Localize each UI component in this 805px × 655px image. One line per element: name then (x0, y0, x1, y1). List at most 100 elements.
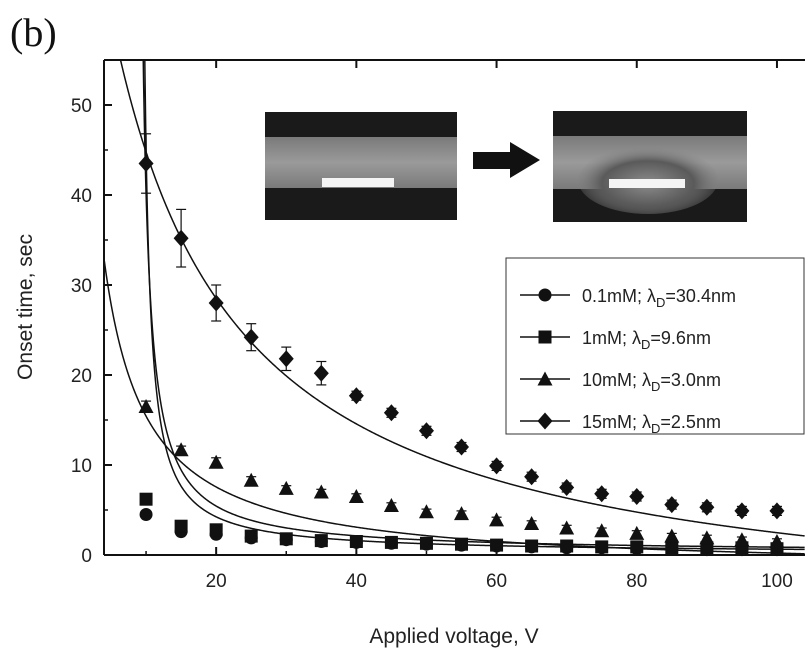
inset-images (265, 111, 747, 222)
x-tick-label: 60 (486, 571, 507, 592)
data-point (383, 404, 399, 422)
axis-ticks: 20 40 60 80 100 0 10 20 30 40 50 (71, 60, 793, 592)
legend-box (505, 257, 805, 435)
data-point (349, 535, 363, 548)
x-tick-label: 100 (761, 571, 793, 592)
legend-label-tail: =9.6nm (650, 328, 711, 348)
data-point (630, 540, 644, 554)
data-point (278, 480, 294, 495)
data-point (384, 535, 398, 549)
data-point (629, 525, 645, 540)
data-point (208, 294, 224, 312)
data-point (664, 496, 680, 514)
data-point (138, 155, 154, 172)
legend-label-tail: =30.4nm (665, 286, 736, 306)
fit-curve (144, 60, 805, 551)
axes (103, 59, 805, 556)
legend-label-tail: =3.0nm (660, 370, 721, 390)
data-point (489, 457, 505, 475)
data-point (313, 484, 329, 499)
legend-marker (537, 371, 553, 386)
panel-label: (b) (10, 10, 57, 55)
x-axis-label: Applied voltage, V (369, 625, 538, 648)
data-point (594, 523, 610, 538)
data-point (244, 529, 258, 543)
data-point (209, 523, 223, 537)
data-point (734, 532, 750, 547)
data-point (418, 504, 434, 519)
data-point (173, 229, 189, 247)
data-point (594, 485, 610, 503)
data-point (419, 536, 433, 550)
data-point (454, 506, 470, 521)
y-tick-label: 10 (71, 456, 92, 477)
data-point (769, 502, 785, 520)
data-point (243, 472, 259, 487)
data-point (700, 541, 714, 555)
legend-label-main: 10mM; λ (582, 370, 651, 390)
x-tick-label: 20 (206, 571, 227, 592)
y-tick-label: 20 (71, 366, 92, 387)
y-tick-label: 30 (71, 276, 92, 297)
legend-label: 10mM; λD=3.0nm (582, 370, 721, 394)
data-point (208, 454, 224, 469)
data-point (490, 538, 504, 552)
legend-label-subscript: D (641, 337, 650, 352)
inset-image-before (265, 112, 457, 220)
legend-label-subscript: D (651, 421, 660, 436)
data-point (489, 512, 505, 527)
data-point (699, 498, 715, 516)
legend-label: 15mM; λD=2.5nm (582, 412, 721, 436)
data-point (629, 488, 645, 505)
data-point (243, 328, 259, 346)
legend-marker (538, 288, 552, 302)
legend-label-subscript: D (651, 379, 660, 394)
data-point (455, 537, 469, 551)
data-point (314, 534, 328, 548)
data-point (418, 422, 434, 440)
data-point (524, 468, 540, 486)
legend-marker (537, 412, 553, 430)
legend-label-main: 1mM; λ (582, 328, 641, 348)
legend-label-main: 15mM; λ (582, 412, 651, 432)
data-point (525, 539, 539, 553)
legend-label: 1mM; λD=9.6nm (582, 328, 711, 352)
fit-curve (104, 261, 805, 555)
data-point (559, 479, 575, 496)
data-point (769, 534, 785, 548)
legend-label-main: 0.1mM; λ (582, 286, 656, 306)
data-point (313, 364, 329, 382)
data-point (559, 520, 575, 535)
data-points (138, 155, 785, 557)
y-tick-label: 50 (71, 96, 92, 117)
legend-label: 0.1mM; λD=30.4nm (582, 286, 736, 310)
data-point (699, 530, 715, 545)
data-point (560, 539, 574, 553)
legend-label-subscript: D (656, 295, 665, 310)
data-point (383, 498, 399, 512)
data-point (139, 492, 153, 506)
y-tick-label: 40 (71, 186, 92, 207)
data-point (348, 489, 364, 503)
data-point (278, 350, 294, 368)
inset-image-after (553, 111, 747, 222)
legend-label-tail: =2.5nm (660, 412, 721, 432)
data-point (138, 399, 154, 413)
data-point (173, 442, 189, 457)
data-point (734, 502, 750, 520)
x-tick-label: 80 (626, 571, 647, 592)
data-point (348, 387, 364, 405)
data-point (665, 541, 679, 555)
data-point (595, 540, 609, 554)
data-point (454, 438, 470, 456)
data-point (139, 508, 153, 521)
y-axis-label: Onset time, sec (14, 234, 37, 380)
x-tick-label: 40 (346, 571, 367, 592)
arrow-icon (473, 142, 540, 178)
data-point (174, 519, 188, 533)
data-point (279, 532, 293, 546)
y-tick-label: 0 (81, 546, 92, 567)
data-point (664, 528, 680, 543)
